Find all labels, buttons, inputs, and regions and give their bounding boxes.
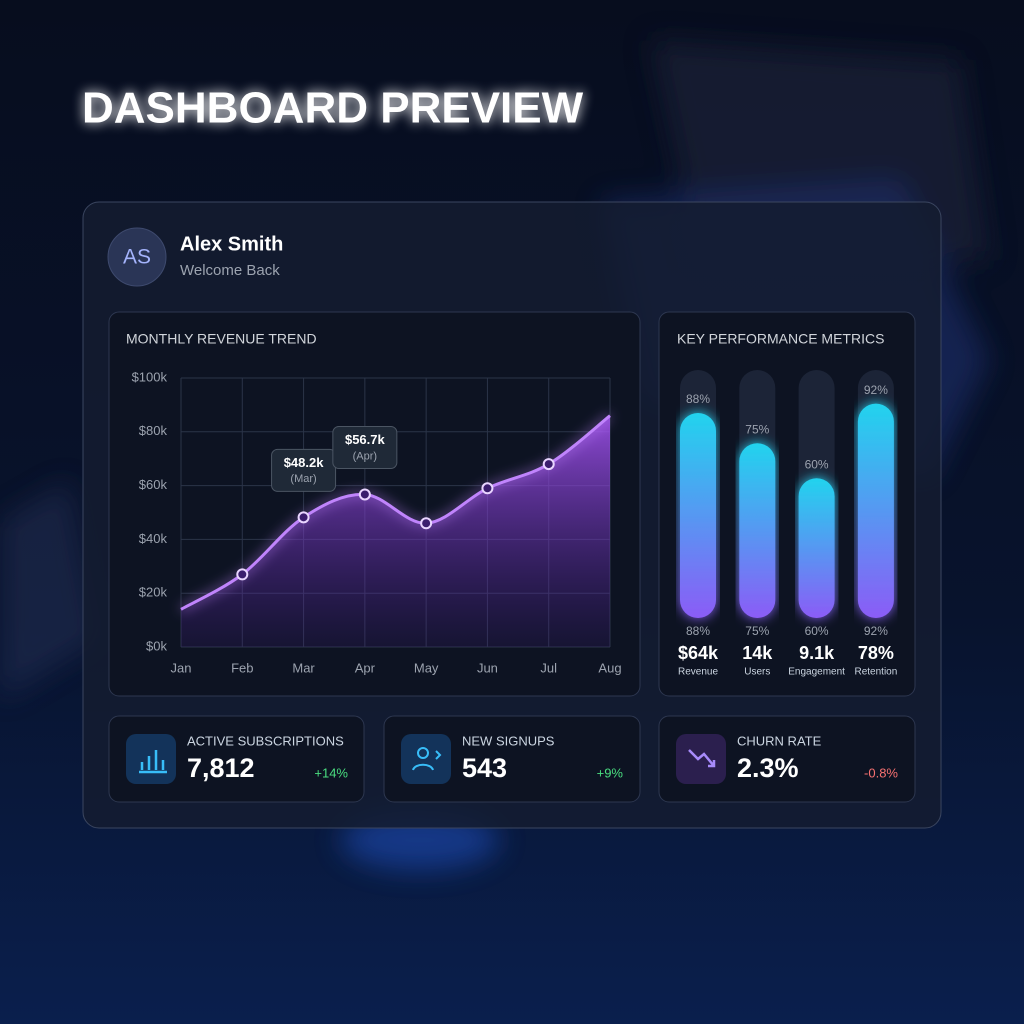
x-tick-label: Jul bbox=[540, 660, 557, 675]
y-tick-label: $100k bbox=[132, 369, 168, 384]
bar bbox=[739, 443, 776, 618]
icon-user bbox=[412, 750, 442, 771]
metric-name: Revenue bbox=[678, 667, 718, 678]
user-greeting: Welcome Back bbox=[180, 262, 280, 279]
cards bbox=[108, 715, 916, 803]
point bbox=[236, 568, 249, 581]
point bbox=[481, 482, 494, 495]
x-tick-label: Jan bbox=[171, 660, 192, 675]
metric-stat: 78% bbox=[858, 643, 894, 663]
metric-name: Users bbox=[744, 667, 770, 678]
tooltip-note: (Mar) bbox=[290, 473, 316, 485]
bar bbox=[857, 403, 894, 618]
user-name: Alex Smith bbox=[180, 233, 283, 255]
metric-stat: 9.1k bbox=[799, 643, 835, 663]
x-tick-label: Apr bbox=[355, 660, 376, 675]
card-value: 7,812 bbox=[187, 753, 255, 783]
y-tick-label: $80k bbox=[139, 423, 168, 438]
card-icon bbox=[126, 734, 176, 784]
icon-trend-down bbox=[688, 749, 716, 768]
card-title: NEW SIGNUPS bbox=[462, 733, 555, 748]
bar bbox=[680, 412, 716, 618]
chart-title: MONTHLY REVENUE TREND bbox=[126, 331, 317, 347]
bar bbox=[798, 478, 835, 618]
tooltip bbox=[332, 425, 398, 469]
card-title: CHURN RATE bbox=[737, 733, 822, 748]
tooltip-value: $48.2k bbox=[284, 455, 325, 470]
line bbox=[180, 414, 611, 611]
card-change: +9% bbox=[597, 765, 624, 780]
card-change: +14% bbox=[314, 765, 348, 780]
chart-title: KEY PERFORMANCE METRICS bbox=[677, 331, 884, 347]
y-tick-label: $20k bbox=[139, 585, 168, 600]
y-tick-label: $0k bbox=[146, 638, 167, 653]
area bbox=[181, 415, 610, 647]
bar-label-bottom: 92% bbox=[864, 624, 888, 638]
tooltip-value: $56.7k bbox=[345, 432, 386, 447]
card-value: 2.3% bbox=[737, 753, 799, 783]
metric-name: Retention bbox=[854, 667, 897, 678]
point bbox=[297, 511, 310, 524]
tooltip-note: (Apr) bbox=[353, 450, 377, 462]
card-title: ACTIVE SUBSCRIPTIONS bbox=[187, 733, 344, 748]
icon-bars bbox=[139, 750, 167, 774]
bar-label: 60% bbox=[805, 457, 829, 471]
card-icon bbox=[401, 734, 451, 784]
x-tick-label: Mar bbox=[292, 660, 315, 675]
avatar bbox=[107, 227, 167, 287]
card-change: -0.8% bbox=[864, 765, 898, 780]
bar-label: 88% bbox=[686, 392, 710, 406]
bar-label: 75% bbox=[745, 422, 769, 436]
point bbox=[358, 488, 371, 501]
bar-label-bottom: 60% bbox=[805, 624, 829, 638]
page-title: DASHBOARD PREVIEW bbox=[82, 84, 584, 133]
metrics-panel bbox=[658, 311, 916, 697]
point bbox=[420, 517, 433, 530]
icon-user bbox=[417, 747, 429, 759]
metric-stat: $64k bbox=[678, 643, 719, 663]
metric-stat: 14k bbox=[742, 643, 773, 663]
card-value: 543 bbox=[462, 753, 507, 783]
bar-label-bottom: 88% bbox=[686, 624, 710, 638]
point bbox=[542, 458, 555, 471]
bar-label: 92% bbox=[864, 383, 888, 397]
bar-label-bottom: 75% bbox=[745, 624, 769, 638]
y-tick-label: $40k bbox=[139, 531, 168, 546]
avatar-initials: AS bbox=[123, 246, 151, 269]
x-tick-label: May bbox=[414, 660, 439, 675]
metric-name: Engagement bbox=[788, 667, 845, 678]
x-tick-label: Jun bbox=[477, 660, 498, 675]
y-tick-label: $60k bbox=[139, 477, 168, 492]
x-tick-label: Feb bbox=[231, 660, 253, 675]
tooltip bbox=[271, 448, 337, 492]
card-icon bbox=[676, 734, 726, 784]
x-tick-label: Aug bbox=[598, 660, 621, 675]
